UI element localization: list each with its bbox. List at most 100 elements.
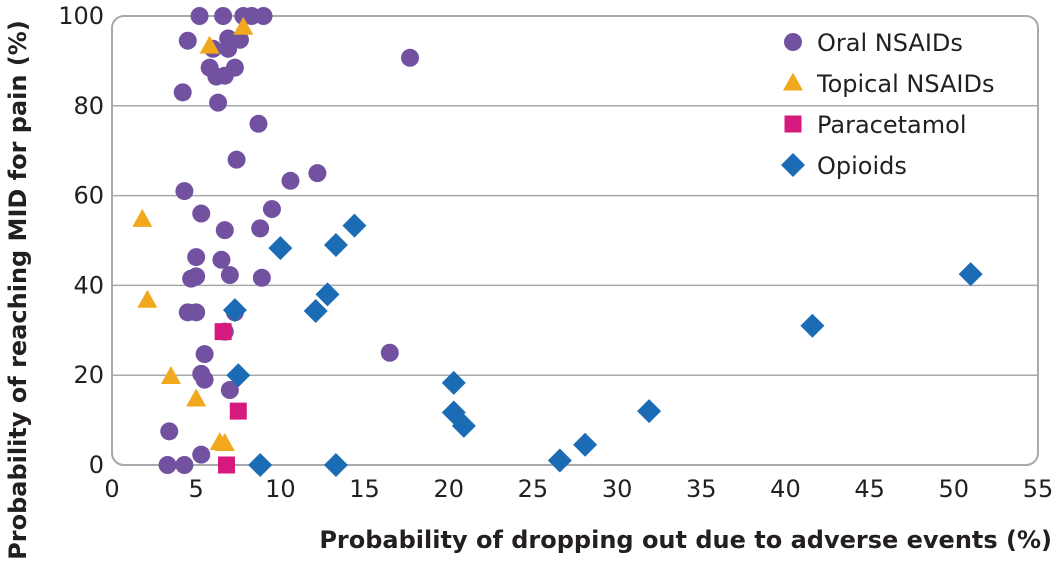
legend: Oral NSAIDs Topical NSAIDs Paracetamol Opio… bbox=[781, 29, 994, 180]
data-point bbox=[547, 448, 572, 473]
x-tick-label: 30 bbox=[602, 475, 633, 503]
data-point bbox=[323, 453, 348, 477]
data-point bbox=[229, 402, 247, 420]
y-tick-label: 40 bbox=[73, 271, 104, 299]
data-point bbox=[220, 266, 239, 285]
y-axis-label: Probability of reaching MID for pain (%) bbox=[4, 20, 32, 560]
x-tick-label: 50 bbox=[939, 475, 970, 503]
y-tick-label: 20 bbox=[73, 361, 104, 389]
y-tick-label: 100 bbox=[58, 2, 104, 30]
data-point bbox=[233, 16, 254, 35]
data-point bbox=[192, 204, 211, 223]
data-point bbox=[220, 381, 239, 400]
data-point bbox=[451, 413, 476, 438]
data-point bbox=[178, 31, 197, 50]
legend-item: Opioids bbox=[781, 152, 907, 180]
x-tick-label: 40 bbox=[770, 475, 801, 503]
legend-label: Paracetamol bbox=[817, 111, 966, 139]
data-point bbox=[800, 313, 825, 338]
data-point bbox=[215, 66, 234, 85]
x-tick-label: 10 bbox=[265, 475, 296, 503]
y-tick-label: 60 bbox=[73, 182, 104, 210]
data-point bbox=[209, 93, 228, 112]
data-point bbox=[212, 250, 231, 269]
data-point bbox=[215, 221, 234, 240]
plot-frame bbox=[111, 15, 1039, 466]
data-point bbox=[342, 213, 367, 238]
series-paracetamol bbox=[214, 323, 247, 474]
legend-marker bbox=[781, 153, 805, 177]
data-point bbox=[195, 370, 214, 389]
data-point bbox=[227, 150, 246, 169]
data-point bbox=[573, 432, 598, 457]
y-axis-ticks: 0 20 40 60 80 100 bbox=[58, 2, 104, 479]
legend-label: Opioids bbox=[817, 152, 907, 180]
data-point bbox=[315, 282, 340, 307]
data-point bbox=[323, 232, 348, 257]
legend-marker bbox=[783, 72, 803, 91]
data-point bbox=[254, 7, 273, 25]
data-point bbox=[249, 114, 268, 133]
data-point bbox=[173, 83, 192, 102]
data-point bbox=[160, 366, 181, 385]
data-point bbox=[187, 303, 206, 322]
data-point bbox=[303, 298, 328, 323]
data-point bbox=[214, 7, 233, 25]
data-point bbox=[137, 289, 158, 308]
legend-marker bbox=[784, 33, 802, 51]
legend-label: Oral NSAIDs bbox=[817, 29, 963, 57]
data-point bbox=[637, 399, 662, 424]
data-point bbox=[401, 48, 420, 67]
data-point bbox=[251, 219, 270, 238]
data-point bbox=[262, 200, 281, 219]
legend-marker bbox=[784, 115, 802, 133]
legend-item: Oral NSAIDs bbox=[784, 29, 963, 57]
x-tick-label: 45 bbox=[854, 475, 885, 503]
x-tick-label: 25 bbox=[518, 475, 549, 503]
y-tick-label: 0 bbox=[89, 451, 104, 479]
data-point bbox=[192, 445, 211, 464]
data-point bbox=[248, 453, 273, 477]
legend-label: Topical NSAIDs bbox=[816, 70, 994, 98]
legend-item: Paracetamol bbox=[784, 111, 966, 139]
data-point bbox=[132, 208, 153, 227]
data-point bbox=[281, 171, 300, 190]
y-tick-label: 80 bbox=[73, 92, 104, 120]
data-point bbox=[175, 182, 194, 201]
data-point bbox=[182, 269, 201, 288]
data-point bbox=[226, 363, 251, 388]
data-point bbox=[175, 456, 194, 474]
x-tick-label: 15 bbox=[349, 475, 380, 503]
gridlines bbox=[112, 105, 1038, 376]
data-point bbox=[214, 323, 232, 341]
data-point bbox=[219, 39, 238, 58]
data-point bbox=[222, 298, 247, 323]
data-point bbox=[268, 236, 293, 261]
series-opioids bbox=[222, 213, 983, 477]
legend-item: Topical NSAIDs bbox=[783, 70, 994, 98]
x-tick-label: 0 bbox=[104, 475, 119, 503]
data-point bbox=[195, 345, 214, 364]
data-points bbox=[132, 7, 983, 477]
data-point bbox=[160, 422, 179, 441]
data-point bbox=[158, 456, 177, 474]
x-tick-label: 55 bbox=[1023, 475, 1054, 503]
series-oral-nsaids bbox=[158, 7, 420, 474]
data-point bbox=[190, 7, 209, 25]
data-point bbox=[214, 432, 235, 451]
data-point bbox=[380, 343, 399, 362]
data-point bbox=[958, 262, 983, 287]
x-tick-label: 20 bbox=[433, 475, 464, 503]
x-axis-label: Probability of dropping out due to adver… bbox=[319, 526, 1052, 554]
x-tick-label: 5 bbox=[189, 475, 204, 503]
data-point bbox=[187, 248, 206, 267]
x-tick-label: 35 bbox=[686, 475, 717, 503]
series-topical-nsaids bbox=[132, 16, 254, 451]
data-point bbox=[186, 388, 207, 407]
data-point bbox=[217, 456, 235, 474]
x-axis-ticks: 0 5 10 15 20 25 30 35 40 45 50 55 bbox=[104, 475, 1053, 503]
data-point bbox=[441, 370, 466, 395]
data-point bbox=[308, 164, 327, 183]
data-point bbox=[199, 35, 220, 54]
